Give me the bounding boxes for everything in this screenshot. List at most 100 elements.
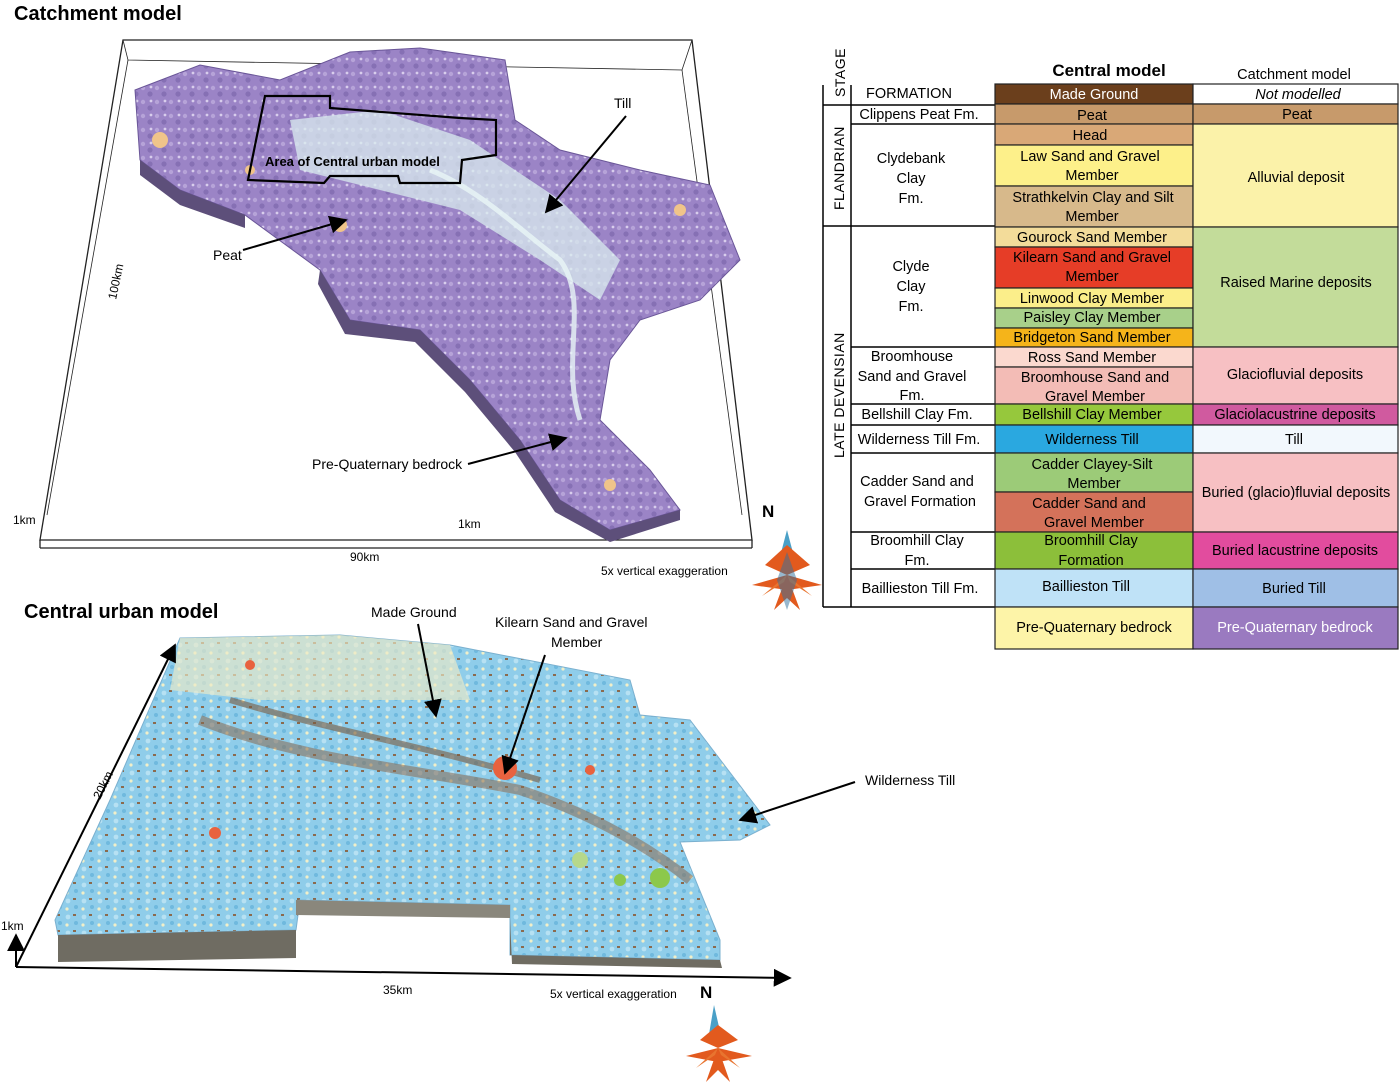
cell-cadder-clayey-2: Member xyxy=(1067,476,1120,492)
cell-raised-marine: Raised Marine deposits xyxy=(1220,275,1372,291)
cell-broomhill-1: Broomhill Clay xyxy=(1044,533,1138,549)
swatch-wilderness xyxy=(994,424,1194,454)
central-column xyxy=(994,83,1194,650)
cell-wilderness: Wilderness Till xyxy=(1045,432,1138,448)
formation-broomhill-2: Fm. xyxy=(905,553,930,569)
cell-glaciofluvial: Glaciofluvial deposits xyxy=(1227,367,1363,383)
cell-bedrock-central: Pre-Quaternary bedrock xyxy=(1016,620,1172,636)
arrow-made-ground xyxy=(417,623,442,718)
formation-clyde-3: Fm. xyxy=(899,299,924,315)
axis-35km xyxy=(15,966,792,987)
arrow-till xyxy=(544,115,627,214)
cell-cadder-clayey-1: Cadder Clayey-Silt xyxy=(1032,457,1153,473)
swatch-alluvial xyxy=(1192,123,1399,228)
cell-broomhill-2: Formation xyxy=(1058,553,1123,569)
axis-20km xyxy=(15,643,176,968)
formation-cadder-1: Cadder Sand and xyxy=(860,474,974,490)
formation-broomhouse-2: Sand and Gravel xyxy=(858,369,967,385)
arrow-bedrock xyxy=(467,433,568,465)
catchment-terrain xyxy=(134,47,741,542)
cell-broomhouse-1: Broomhouse Sand and xyxy=(1021,370,1169,386)
swatch-broomhouse xyxy=(994,366,1194,405)
cell-law-2: Member xyxy=(1065,168,1118,184)
cell-law-1: Law Sand and Gravel xyxy=(1020,149,1159,165)
formation-clydebank-1: Clydebank xyxy=(877,151,946,167)
catchment-bounding-box xyxy=(39,39,753,549)
dim-1km-mid: 1km xyxy=(458,517,481,531)
stratigraphy-legend: STAGE FLANDRIAN LATE DEVENSIAN FORMATION… xyxy=(822,48,1399,650)
label-wilderness: Wilderness Till xyxy=(865,772,955,788)
cell-gourock: Gourock Sand Member xyxy=(1017,230,1167,246)
formation-clyde-1: Clyde xyxy=(892,259,929,275)
cell-peat: Peat xyxy=(1077,108,1107,124)
formation-baillieston: Baillieston Till Fm. xyxy=(862,581,979,597)
north-label: N xyxy=(762,502,774,521)
swatch-buried-glaciofluvial xyxy=(1192,452,1399,533)
swatch-baillieston xyxy=(994,568,1194,608)
swatch-bedrock-catchment xyxy=(1192,606,1399,650)
swatch-raised-marine xyxy=(1192,226,1399,348)
catchment-title: Catchment model xyxy=(14,3,182,25)
label-kilearn-2: Member xyxy=(551,634,603,650)
cell-cadder-sand-2: Gravel Member xyxy=(1044,515,1144,531)
cell-catch-peat: Peat xyxy=(1282,107,1312,123)
cell-linwood: Linwood Clay Member xyxy=(1020,291,1164,307)
central-exaggeration: 5x vertical exaggeration xyxy=(550,987,677,1001)
cell-ross: Ross Sand Member xyxy=(1028,350,1156,366)
dim-35km: 35km xyxy=(383,983,412,997)
dim-1km: 1km xyxy=(1,919,24,933)
central-header: Central model xyxy=(1052,61,1165,80)
cell-buried-till: Buried Till xyxy=(1262,581,1326,597)
dim-100km: 100km xyxy=(105,262,126,300)
cell-head: Head xyxy=(1073,128,1108,144)
formation-clyde-2: Clay xyxy=(896,279,926,295)
formation-bellshill: Bellshill Clay Fm. xyxy=(861,407,972,423)
central-model: Central urban model Made Ground Kilearn … xyxy=(1,601,955,1082)
cell-cadder-sand-1: Cadder Sand and xyxy=(1032,496,1146,512)
label-area-central: Area of Central urban model xyxy=(265,154,440,169)
cell-alluvial: Alluvial deposit xyxy=(1248,170,1345,186)
label-made-ground: Made Ground xyxy=(371,604,457,620)
formation-broomhouse-3: Fm. xyxy=(900,388,925,404)
label-peat: Peat xyxy=(213,247,242,263)
swatch-glaciofluvial xyxy=(1192,346,1399,405)
formation-header: FORMATION xyxy=(866,86,952,102)
formation-cadder-2: Gravel Formation xyxy=(864,494,976,510)
swatch-buried-till xyxy=(1192,568,1399,608)
cell-kilearn-1: Kilearn Sand and Gravel xyxy=(1013,250,1171,266)
cell-not-modelled: Not modelled xyxy=(1255,87,1341,103)
central-terrain xyxy=(54,634,771,968)
cell-kilearn-2: Member xyxy=(1065,269,1118,285)
arrow-peat xyxy=(242,215,348,251)
cell-glaciolacustrine: Glaciolacustrine deposits xyxy=(1214,407,1375,423)
cell-strathkelvin-1: Strathkelvin Clay and Silt xyxy=(1012,190,1173,206)
label-till: Till xyxy=(614,95,631,111)
cell-bedrock-catchment: Pre-Quaternary bedrock xyxy=(1217,620,1373,636)
cell-baillieston: Baillieston Till xyxy=(1042,579,1130,595)
label-kilearn-1: Kilearn Sand and Gravel xyxy=(495,614,648,630)
formation-clippens: Clippens Peat Fm. xyxy=(859,107,978,123)
cell-catch-till: Till xyxy=(1285,432,1303,448)
cell-made-ground: Made Ground xyxy=(1050,87,1139,103)
swatch-broomhill xyxy=(994,531,1194,570)
central-title: Central urban model xyxy=(24,601,218,623)
dim-90km: 90km xyxy=(350,550,379,564)
cell-bellshill: Bellshill Clay Member xyxy=(1022,407,1162,423)
dim-1km-left: 1km xyxy=(13,513,36,527)
cell-bridgeton: Bridgeton Sand Member xyxy=(1013,330,1170,346)
arrow-wilderness xyxy=(738,781,856,824)
catchment-header: Catchment model xyxy=(1237,67,1351,83)
formation-clydebank-2: Clay xyxy=(896,171,926,187)
formation-clydebank-3: Fm. xyxy=(899,191,924,207)
cell-buried-glaciofluvial: Buried (glacio)fluvial deposits xyxy=(1202,485,1391,501)
formation-broomhill-1: Broomhill Clay xyxy=(870,533,964,549)
cell-paisley: Paisley Clay Member xyxy=(1024,310,1161,326)
cell-broomhouse-2: Gravel Member xyxy=(1045,389,1145,405)
compass-icon: N xyxy=(752,502,822,610)
stage-flandrian: FLANDRIAN xyxy=(831,126,847,210)
formation-broomhouse-1: Broomhouse xyxy=(871,349,953,365)
swatch-till xyxy=(1192,424,1399,454)
swatch-kilearn xyxy=(994,246,1194,289)
catchment-exaggeration: 5x vertical exaggeration xyxy=(601,564,728,578)
